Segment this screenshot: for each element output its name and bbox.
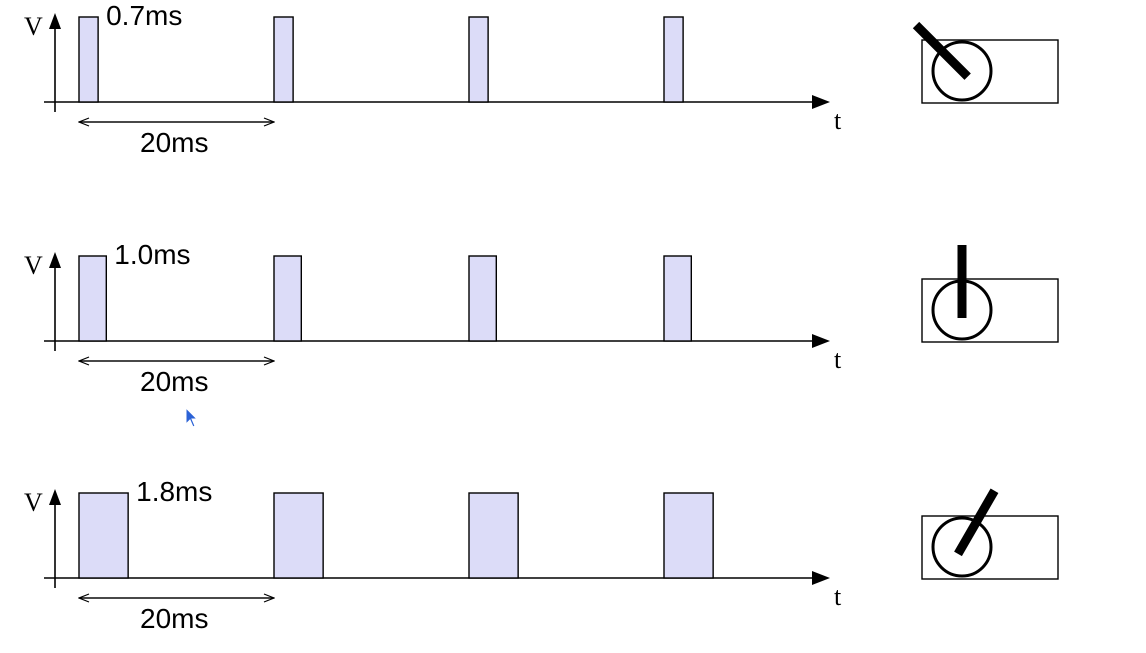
voltage-axis-arrowhead-icon: [49, 13, 61, 29]
voltage-axis-label: V: [24, 251, 43, 280]
voltage-axis-arrowhead-icon: [49, 252, 61, 268]
pulse: [663, 492, 714, 579]
time-axis-label: t: [834, 345, 842, 374]
mouse-cursor-icon: [185, 406, 199, 429]
pulse-width-label: 0.7ms: [106, 0, 182, 31]
servo-arm: [912, 21, 971, 80]
pulse: [78, 255, 107, 342]
pulse-width-label: 1.0ms: [114, 239, 190, 270]
pulse: [663, 16, 684, 103]
voltage-axis-label: V: [24, 488, 43, 517]
pulse: [78, 16, 99, 103]
pulse-width-label: 1.8ms: [136, 476, 212, 507]
pulse: [78, 492, 129, 579]
pulse: [468, 255, 497, 342]
period-label: 20ms: [140, 127, 208, 158]
pulse: [273, 492, 324, 579]
servo-arm: [954, 488, 999, 557]
pulse: [663, 255, 692, 342]
pulse: [468, 16, 489, 103]
period-label: 20ms: [140, 366, 208, 397]
time-axis-label: t: [834, 106, 842, 135]
time-axis-arrowhead-icon: [812, 571, 830, 585]
pulse: [273, 255, 302, 342]
time-axis-arrowhead-icon: [812, 95, 830, 109]
time-axis-label: t: [834, 582, 842, 611]
time-axis-arrowhead-icon: [812, 334, 830, 348]
voltage-axis-arrowhead-icon: [49, 489, 61, 505]
period-label: 20ms: [140, 603, 208, 634]
pulse: [468, 492, 519, 579]
pulse: [273, 16, 294, 103]
voltage-axis-label: V: [24, 12, 43, 41]
